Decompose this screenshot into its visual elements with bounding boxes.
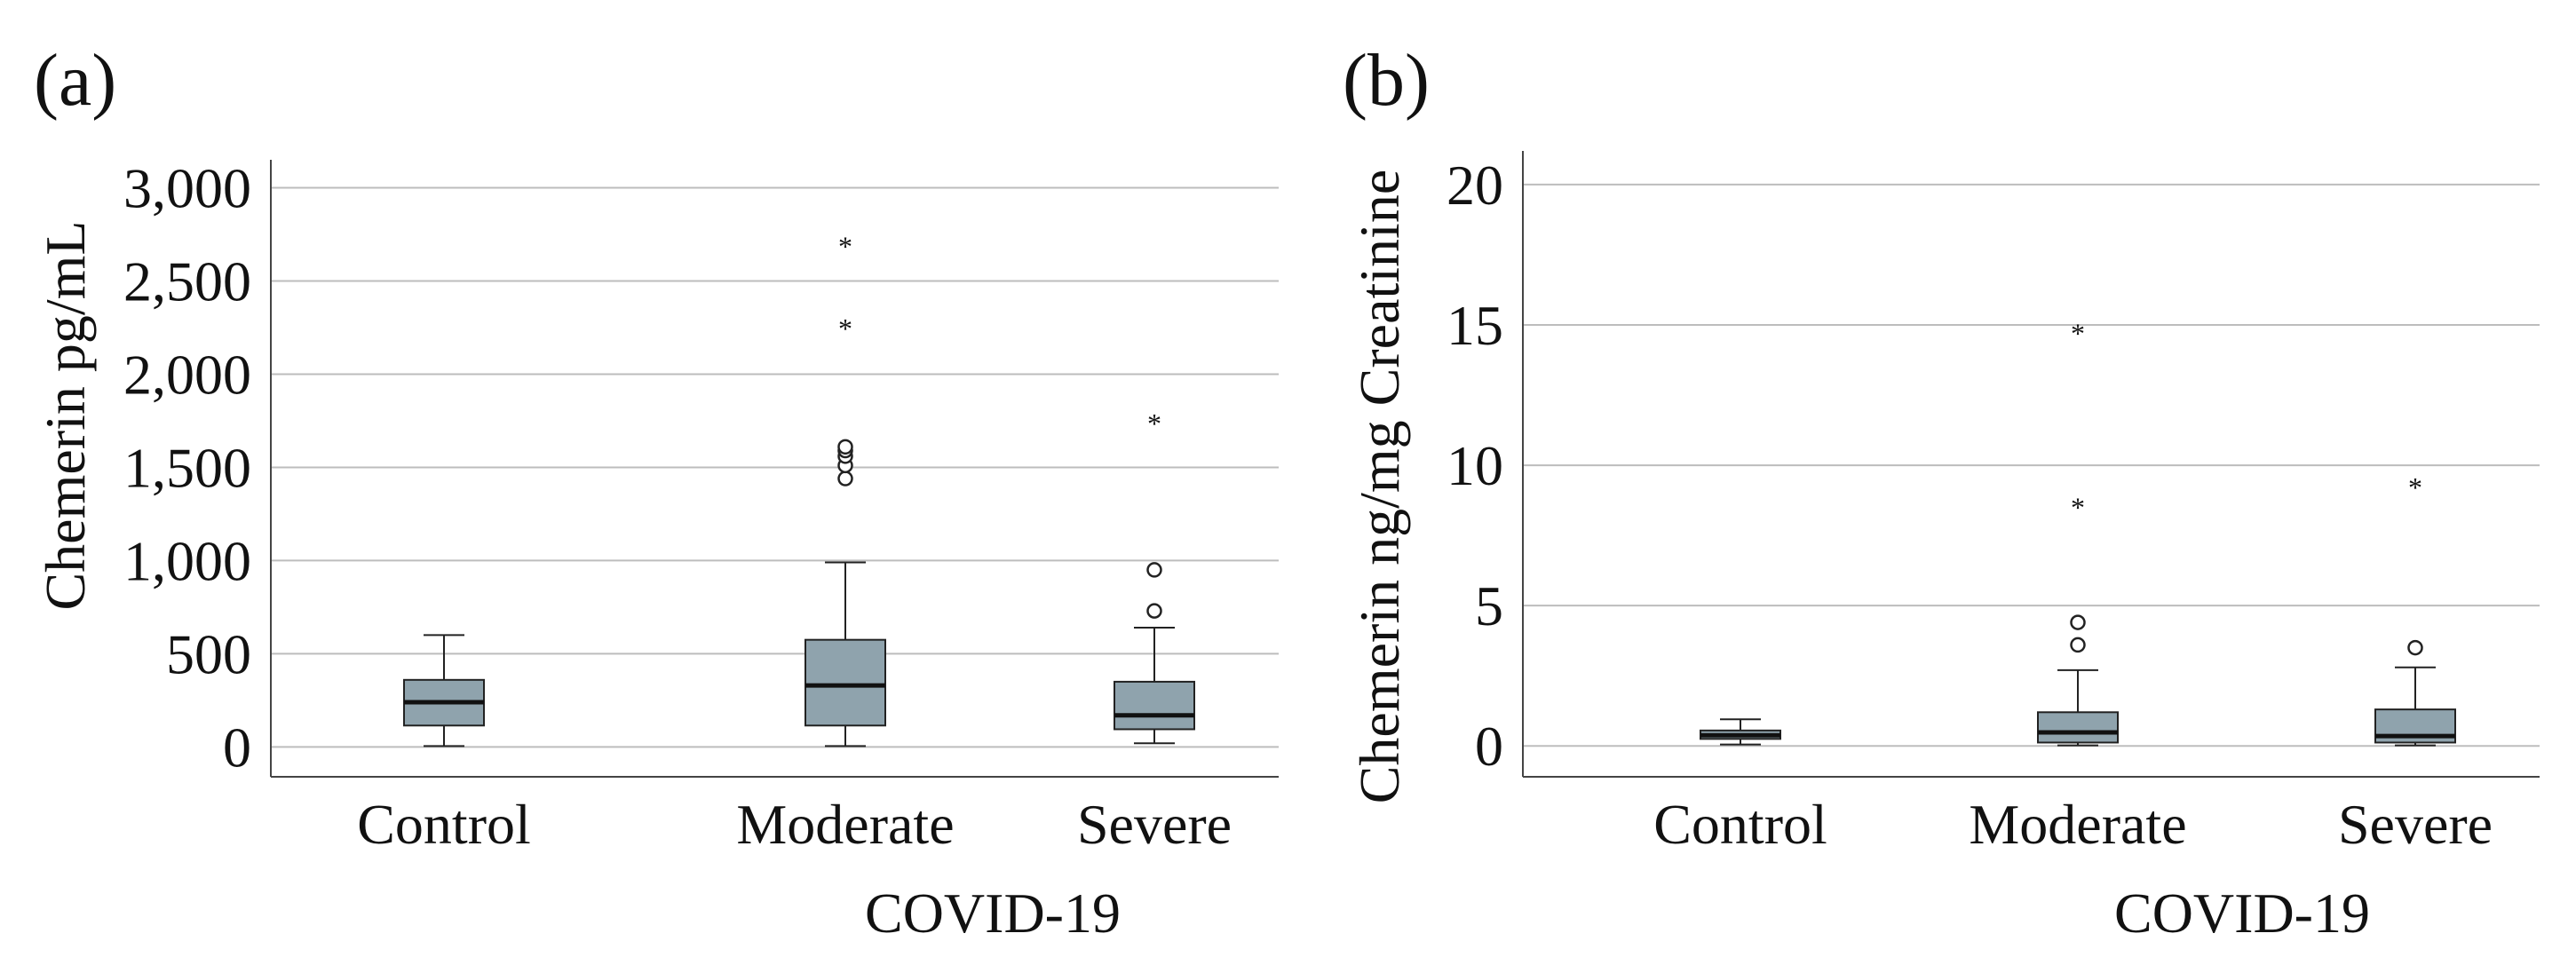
- panel-a-box-severe: *: [1114, 407, 1195, 745]
- extreme-outlier-point: *: [1147, 407, 1161, 439]
- panel-b-boxes: ***: [1700, 317, 2456, 747]
- panel-a-chart: (a) Chemerin pg/mL COVID-19 0 500 1,000 1,5…: [34, 39, 1279, 945]
- extreme-outlier-point: *: [2071, 317, 2085, 349]
- panel-a-category-label: Moderate: [736, 793, 954, 856]
- panel-b-axes: [1522, 151, 2540, 778]
- extreme-outlier-point: *: [2071, 491, 2085, 523]
- box-iqr: [2037, 711, 2119, 744]
- outlier-point: [1146, 562, 1162, 578]
- panel-b-label: (b): [1343, 39, 1430, 122]
- panel-b-categories: Control Moderate Severe: [1653, 793, 2493, 856]
- box-iqr: [805, 638, 886, 727]
- panel-a-gridlines: [271, 186, 1279, 748]
- panel-a-box-control: [403, 634, 485, 747]
- panel-a-boxes: ***: [403, 230, 1195, 747]
- panel-b-gridlines: [1523, 183, 2540, 747]
- panel-b-y-ticks: 0 5 10 15 20: [1447, 154, 1503, 778]
- panel-a-category-label: Severe: [1077, 793, 1232, 856]
- panel-a-box-moderate: **: [805, 230, 886, 747]
- panel-b-y-axis-title: Chemerin ng/mg Creatinine: [1348, 170, 1411, 804]
- panel-a-y-tick-label: 1,500: [123, 436, 251, 499]
- panel-b-category-label: Control: [1653, 793, 1827, 856]
- panel-a-y-tick-label: 0: [223, 716, 251, 779]
- panel-b-y-tick-label: 10: [1447, 434, 1503, 497]
- panel-a-y-axis-title: Chemerin pg/mL: [34, 220, 97, 610]
- panel-a-y-tick-label: 1,000: [123, 529, 251, 592]
- panel-b-y-tick-label: 5: [1475, 574, 1503, 637]
- panel-a-axes: [270, 160, 1279, 778]
- panel-b-category-label: Severe: [2338, 793, 2493, 856]
- panel-b-box-control: [1700, 718, 1781, 746]
- panel-b-y-tick-label: 15: [1447, 294, 1503, 357]
- panel-a-y-tick-label: 3,000: [123, 156, 251, 219]
- panel-a-categories: Control Moderate Severe: [357, 793, 1232, 856]
- outlier-point: [2407, 639, 2423, 656]
- panel-a-x-axis-title: COVID-19: [865, 882, 1121, 945]
- panel-a-y-tick-label: 2,000: [123, 343, 251, 406]
- extreme-outlier-point: *: [838, 312, 852, 344]
- extreme-outlier-point: *: [2408, 471, 2422, 503]
- panel-b-box-severe: *: [2374, 471, 2456, 747]
- panel-b-chart: (b) Chemerin ng/mg Creatinine COVID-19 0…: [1343, 39, 2540, 945]
- panel-b-y-tick-label: 20: [1447, 154, 1503, 217]
- outlier-point: [2070, 614, 2086, 630]
- outlier-point: [2070, 637, 2086, 653]
- extreme-outlier-point: *: [838, 230, 852, 262]
- panel-a-y-tick-label: 2,500: [123, 249, 251, 312]
- panel-b-box-moderate: **: [2037, 317, 2119, 747]
- outlier-point: [837, 439, 853, 455]
- panel-b-category-label: Moderate: [1969, 793, 2186, 856]
- panel-b-x-axis-title: COVID-19: [2114, 882, 2370, 945]
- panel-a-category-label: Control: [357, 793, 531, 856]
- box-iqr: [1114, 680, 1195, 731]
- panel-a-y-ticks: 0 500 1,000 1,500 2,000 2,500 3,000: [123, 156, 251, 779]
- panel-a-label: (a): [34, 39, 116, 122]
- panel-b-y-tick-label: 0: [1475, 715, 1503, 778]
- outlier-point: [1146, 603, 1162, 619]
- panel-a-y-tick-label: 500: [166, 622, 251, 685]
- outlier-point: [837, 471, 853, 486]
